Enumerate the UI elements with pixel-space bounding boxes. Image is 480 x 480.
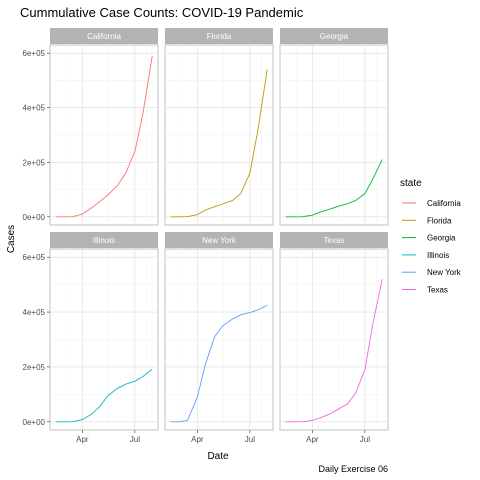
panel-georgia: Georgia — [279, 28, 389, 226]
strip-label: New York — [202, 236, 237, 245]
chart-title: Cummulative Case Counts: COVID-19 Pandem… — [20, 5, 304, 20]
y-axis-title: Cases — [6, 225, 17, 253]
y-tick-label: 0e+00 — [23, 213, 46, 222]
legend-label: Florida — [427, 216, 452, 225]
series-line-florida — [170, 69, 268, 218]
legend-item-new-york: New York — [402, 268, 462, 277]
series-line-illinois — [55, 368, 153, 423]
strip-label: Illinois — [93, 236, 115, 245]
x-axis-title: Date — [207, 451, 229, 462]
x-tick-label: Jul — [130, 435, 140, 444]
series-line-california — [55, 55, 153, 218]
legend-label: California — [427, 199, 461, 208]
strip-georgia — [280, 28, 388, 44]
panel-new-york: New York Apr Jul — [164, 232, 274, 444]
facet-panels: California 0e+00 2e+05 4e+05 6e+05 Florida Geo… — [23, 28, 389, 444]
legend-title: state — [400, 178, 422, 189]
y-tick-label: 0e+00 — [23, 418, 46, 427]
series-line-new-york — [170, 304, 268, 423]
y-tick-label: 6e+05 — [23, 49, 46, 58]
strip-label: Florida — [207, 32, 232, 41]
x-tick-label: Jul — [360, 435, 370, 444]
strip-florida — [165, 28, 273, 44]
panel-california: California 0e+00 2e+05 4e+05 6e+05 — [23, 28, 159, 226]
x-tick-label: Apr — [306, 435, 319, 444]
legend-item-georgia: Georgia — [402, 234, 456, 243]
y-tick-label: 4e+05 — [23, 308, 46, 317]
y-tick-label: 2e+05 — [23, 158, 46, 167]
x-tick-label: Apr — [191, 435, 204, 444]
strip-label: California — [87, 32, 121, 41]
series-line-georgia — [285, 159, 383, 218]
strip-illinois — [50, 232, 158, 248]
y-tick-label: 4e+05 — [23, 104, 46, 113]
strip-new-york — [165, 232, 273, 248]
strip-label: Georgia — [320, 32, 349, 41]
panel-illinois: Illinois 0e+00 2e+05 4e+05 6e+05 Apr Jul — [23, 232, 159, 444]
y-tick-label: 2e+05 — [23, 363, 46, 372]
legend-label: Georgia — [427, 234, 456, 243]
legend-label: Texas — [427, 286, 448, 295]
strip-texas — [280, 232, 388, 248]
legend-item-florida: Florida — [402, 216, 452, 225]
series-line-texas — [285, 279, 383, 423]
strip-label: Texas — [324, 236, 345, 245]
caption: Daily Exercise 06 — [318, 464, 388, 474]
strip-california — [50, 28, 158, 44]
legend-item-illinois: Illinois — [402, 251, 449, 260]
legend-label: Illinois — [427, 251, 449, 260]
panel-florida: Florida — [164, 28, 274, 226]
legend-item-texas: Texas — [402, 286, 448, 295]
y-tick-label: 6e+05 — [23, 253, 46, 262]
x-tick-label: Jul — [245, 435, 255, 444]
legend-label: New York — [427, 268, 462, 277]
panel-texas: Texas Apr Jul — [279, 232, 389, 444]
legend-item-california: California — [402, 199, 461, 208]
x-tick-label: Apr — [76, 435, 89, 444]
legend: California Florida Georgia Illinois New York… — [402, 199, 462, 295]
